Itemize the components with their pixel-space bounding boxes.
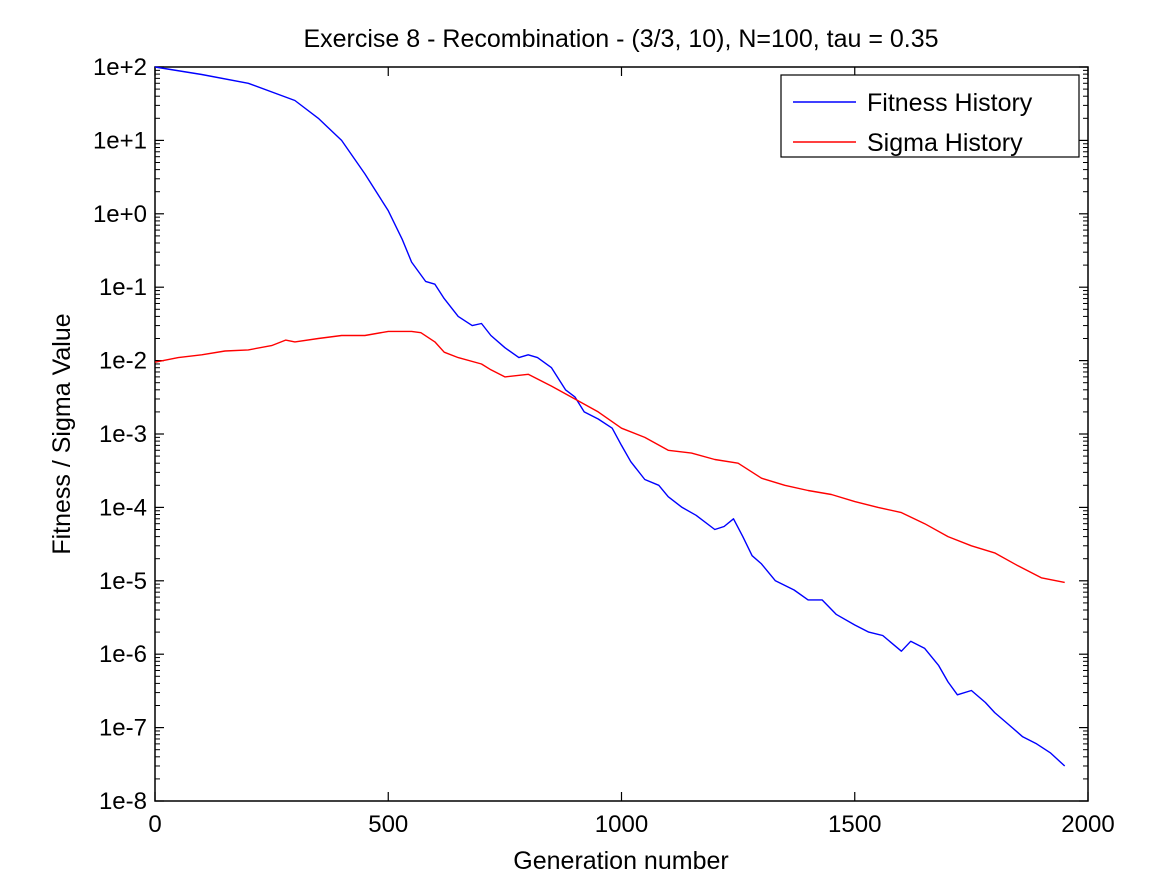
- x-axis-label: Generation number: [513, 847, 728, 875]
- legend-box: [780, 74, 1080, 158]
- y-tick-label: 1e+2: [93, 54, 147, 81]
- x-tick-label: 500: [368, 811, 408, 838]
- y-tick-label: 1e-7: [99, 715, 147, 742]
- y-tick-label: 1e-4: [99, 494, 147, 521]
- plot-area: [154, 66, 1089, 802]
- y-tick-label: 1e-5: [99, 568, 147, 595]
- y-tick-label: 1e-6: [99, 641, 147, 668]
- x-tick-label: 1500: [828, 811, 881, 838]
- legend-label: Fitness History: [867, 89, 1033, 117]
- chart-title: Exercise 8 - Recombination - (3/3, 10), …: [303, 25, 938, 53]
- legend: Fitness History Sigma History: [780, 74, 1080, 158]
- legend-label: Sigma History: [867, 129, 1023, 157]
- y-tick-label: 1e-8: [99, 788, 147, 815]
- y-tick-label: 1e+1: [93, 127, 147, 154]
- series-lines: [154, 66, 1066, 767]
- axis-ticks: 0 500 1000 1500 2000 1e-8 1e-7 1e-6 1e-5 1e-4 1e-3…: [93, 54, 1115, 838]
- x-tick-label: 2000: [1061, 811, 1114, 838]
- y-axis-label: Fitness / Sigma Value: [48, 313, 76, 554]
- y-tick-label: 1e-2: [99, 348, 147, 375]
- series-line-sigma-history: [154, 330, 1065, 584]
- x-tick-label: 0: [148, 811, 161, 838]
- y-tick-label: 1e-3: [99, 421, 147, 448]
- y-tick-label: 1e+0: [93, 201, 147, 228]
- y-tick-label: 1e-1: [99, 274, 147, 301]
- series-line-fitness-history: [154, 66, 1066, 767]
- x-tick-label: 1000: [595, 811, 648, 838]
